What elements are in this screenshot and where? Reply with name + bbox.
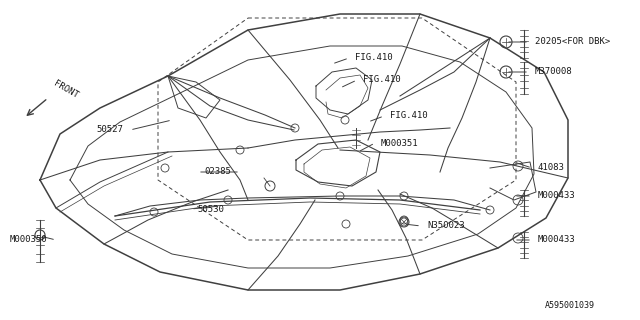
- Text: M000350: M000350: [10, 236, 47, 244]
- Text: 20205<FOR DBK>: 20205<FOR DBK>: [535, 37, 611, 46]
- Text: 02385: 02385: [204, 167, 231, 177]
- Text: 41083: 41083: [538, 164, 565, 172]
- Text: FIG.410: FIG.410: [390, 111, 428, 121]
- Text: A595001039: A595001039: [545, 301, 595, 310]
- Text: 50527: 50527: [96, 125, 123, 134]
- Text: M000433: M000433: [538, 236, 575, 244]
- Text: 50530: 50530: [197, 204, 224, 213]
- Text: M000351: M000351: [381, 139, 419, 148]
- Text: FRONT: FRONT: [52, 79, 80, 100]
- Text: N350023: N350023: [427, 221, 465, 230]
- Text: M000433: M000433: [538, 191, 575, 201]
- Text: M370008: M370008: [535, 68, 573, 76]
- Text: FIG.410: FIG.410: [363, 76, 401, 84]
- Text: FIG.410: FIG.410: [355, 53, 392, 62]
